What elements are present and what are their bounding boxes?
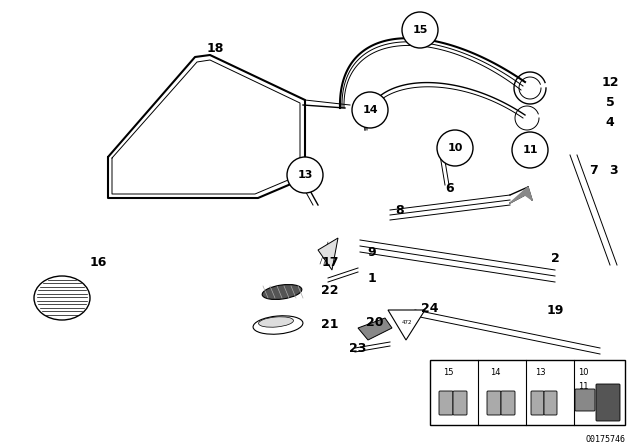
Ellipse shape — [253, 316, 303, 334]
Text: 13: 13 — [534, 368, 545, 377]
Text: 14: 14 — [490, 368, 500, 377]
Text: 20: 20 — [366, 316, 384, 329]
Text: 8: 8 — [396, 203, 404, 216]
Text: 472: 472 — [402, 319, 412, 324]
FancyBboxPatch shape — [439, 391, 453, 415]
FancyBboxPatch shape — [575, 389, 595, 411]
Text: 7: 7 — [589, 164, 598, 177]
Circle shape — [287, 157, 323, 193]
Text: 6: 6 — [445, 181, 454, 194]
Text: 2: 2 — [550, 251, 559, 264]
Text: 13: 13 — [298, 170, 313, 180]
Text: 9: 9 — [368, 246, 376, 258]
Polygon shape — [388, 310, 425, 340]
Text: O0175746: O0175746 — [585, 435, 625, 444]
Bar — [430, 360, 625, 425]
FancyBboxPatch shape — [501, 391, 515, 415]
FancyBboxPatch shape — [531, 391, 544, 415]
Text: 17: 17 — [321, 255, 339, 268]
FancyBboxPatch shape — [596, 384, 620, 421]
FancyBboxPatch shape — [544, 391, 557, 415]
Text: 14: 14 — [362, 105, 378, 115]
Circle shape — [352, 92, 388, 128]
Circle shape — [402, 12, 438, 48]
Text: 19: 19 — [547, 303, 564, 316]
Text: 10: 10 — [578, 368, 588, 377]
FancyBboxPatch shape — [453, 391, 467, 415]
Text: 21: 21 — [321, 318, 339, 331]
Text: 24: 24 — [421, 302, 439, 314]
Text: 22: 22 — [321, 284, 339, 297]
Circle shape — [437, 130, 473, 166]
Polygon shape — [358, 318, 392, 340]
Text: 15: 15 — [443, 368, 453, 377]
Text: 15: 15 — [412, 25, 428, 35]
Polygon shape — [510, 187, 532, 203]
Text: 5: 5 — [605, 96, 614, 109]
Text: 16: 16 — [90, 255, 107, 268]
Text: 23: 23 — [349, 341, 367, 354]
Polygon shape — [318, 238, 338, 270]
Text: 1: 1 — [367, 271, 376, 284]
Ellipse shape — [262, 284, 302, 299]
Circle shape — [512, 132, 548, 168]
FancyBboxPatch shape — [487, 391, 501, 415]
Text: 12: 12 — [601, 76, 619, 89]
Ellipse shape — [34, 276, 90, 320]
Text: 10: 10 — [447, 143, 463, 153]
Ellipse shape — [259, 317, 293, 327]
Text: 3: 3 — [610, 164, 618, 177]
Text: 11: 11 — [522, 145, 538, 155]
Text: 11: 11 — [578, 382, 588, 391]
Text: 18: 18 — [206, 42, 224, 55]
Text: 4: 4 — [605, 116, 614, 129]
